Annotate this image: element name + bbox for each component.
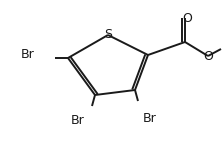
Text: O: O — [182, 12, 192, 25]
Text: Br: Br — [143, 111, 157, 125]
Text: S: S — [104, 29, 112, 41]
Text: Br: Br — [71, 113, 85, 127]
Text: O: O — [203, 50, 213, 62]
Text: Br: Br — [21, 49, 35, 61]
